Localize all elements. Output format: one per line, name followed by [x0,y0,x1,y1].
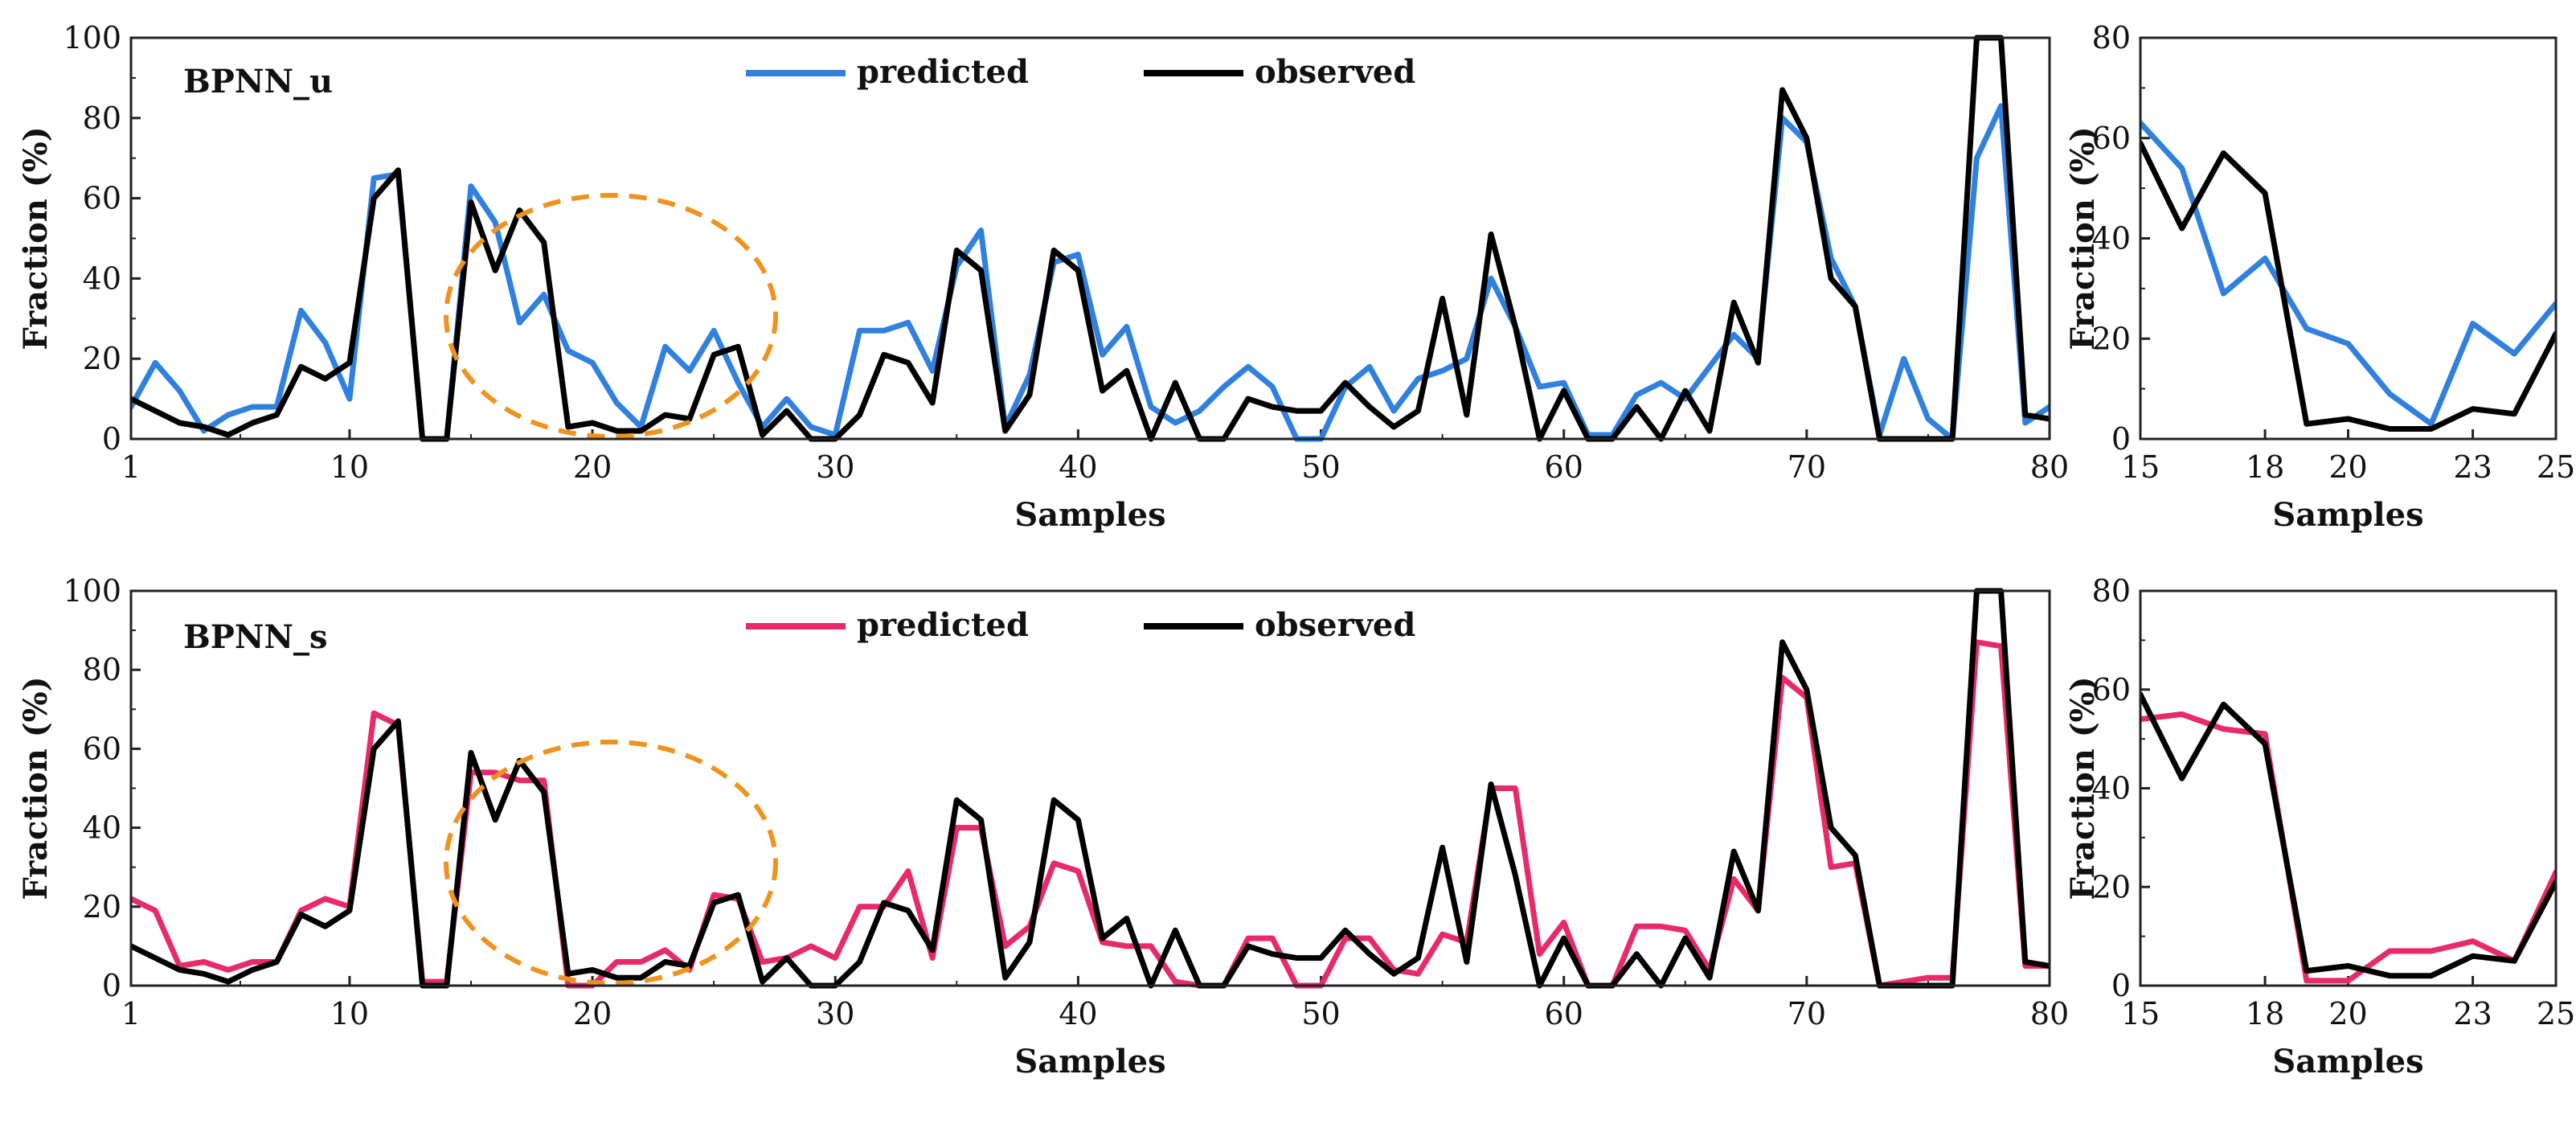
top-inset-chart: 15 18 20 23 25 0 20 40 60 80 Samples Fraction (%) [2064,20,2575,534]
series-line-predicted [2140,120,2556,427]
x-tick-label: 10 [330,996,369,1031]
bottom-inset-chart: 15 18 20 23 25 0 20 40 60 80 Samples Fraction (%) [2064,573,2575,1080]
legend-label-predicted: predicted [857,606,1029,644]
series-line-observed [131,588,2050,989]
x-axis-title: Samples [1014,496,1165,534]
x-tick-label: 23 [2453,996,2492,1031]
y-tick-label: 80 [2092,20,2131,55]
x-tick-label: 20 [2328,449,2367,485]
x-tick-label: 25 [2537,449,2575,485]
y-tick-label: 100 [63,573,121,609]
y-tick-label: 40 [2092,771,2131,806]
y-tick-label: 0 [102,421,121,457]
highlight-ellipse [444,740,778,986]
x-tick-label: 18 [2246,996,2284,1031]
y-axis-title: Fraction (%) [17,126,55,350]
panel-label: BPNN_u [183,63,333,100]
x-tick-label: 50 [1301,449,1340,485]
y-tick-label: 0 [2111,968,2131,1003]
x-tick-label: 15 [2121,996,2160,1031]
y-tick-label: 0 [2111,421,2131,457]
x-tick-label: 80 [2030,996,2069,1031]
x-tick-label: 50 [1301,996,1340,1031]
legend-label-observed: observed [1255,53,1415,91]
y-axis-title: Fraction (%) [17,676,55,900]
highlight-ellipse [444,193,778,439]
x-axis-title: Samples [2272,496,2423,534]
x-tick-label: 20 [2328,996,2367,1031]
x-tick-label: 1 [121,996,141,1031]
y-axis-title: Fraction (%) [2064,676,2102,900]
x-tick-label: 60 [1545,449,1583,485]
legend-label-predicted: predicted [857,53,1029,91]
x-tick-label: 1 [121,449,141,485]
series-line-observed [2140,140,2556,432]
y-axis-title: Fraction (%) [2064,126,2102,350]
x-tick-label: 30 [816,996,854,1031]
y-tick-label: 0 [102,968,121,1003]
y-tick-label: 20 [2092,869,2131,904]
x-tick-label: 18 [2246,449,2284,485]
y-tick-label: 40 [2092,221,2131,256]
y-tick-label: 40 [83,260,121,296]
y-tick-label: 40 [83,810,121,846]
x-tick-label: 30 [816,449,854,485]
y-tick-label: 60 [83,731,121,766]
y-tick-label: 60 [83,181,121,216]
x-axis-title: Samples [2272,1043,2423,1080]
x-axis-title: Samples [1014,1043,1165,1080]
x-tick-label: 40 [1059,996,1097,1031]
x-tick-label: 40 [1059,449,1097,485]
x-tick-label: 70 [1788,996,1826,1031]
x-tick-label: 20 [573,449,612,485]
y-tick-label: 100 [63,20,121,55]
x-tick-label: 25 [2537,996,2575,1031]
plot-frame [129,36,2051,441]
y-tick-label: 60 [2092,672,2131,707]
y-tick-label: 20 [83,341,121,376]
plot-frame [2139,589,2558,987]
series-line-observed [131,35,2050,442]
series-line-predicted [2140,711,2556,984]
y-tick-label: 20 [2092,321,2131,356]
plot-frame [2139,36,2558,441]
y-tick-label: 80 [83,100,121,136]
series-line-observed [2140,691,2556,979]
x-tick-label: 70 [1788,449,1826,485]
panel-label: BPNN_s [183,618,328,656]
bottom-main-chart: 1 10 20 30 40 50 60 70 80 0 20 40 60 80 100 Samples Frac… [17,573,2069,1080]
legend-label-observed: observed [1255,606,1415,644]
x-tick-label: 20 [573,996,612,1031]
y-tick-label: 80 [83,652,121,687]
top-main-chart: 1 10 20 30 40 50 60 70 80 0 20 40 60 80 100 Samples Frac… [17,20,2069,534]
plot-frame [129,589,2051,987]
x-tick-label: 60 [1545,996,1583,1031]
y-tick-label: 60 [2092,121,2131,156]
x-tick-label: 10 [330,449,369,485]
y-tick-label: 80 [2092,573,2131,609]
x-tick-label: 23 [2453,449,2492,485]
y-tick-label: 20 [83,889,121,925]
x-tick-label: 15 [2121,449,2160,485]
x-tick-label: 80 [2030,449,2069,485]
